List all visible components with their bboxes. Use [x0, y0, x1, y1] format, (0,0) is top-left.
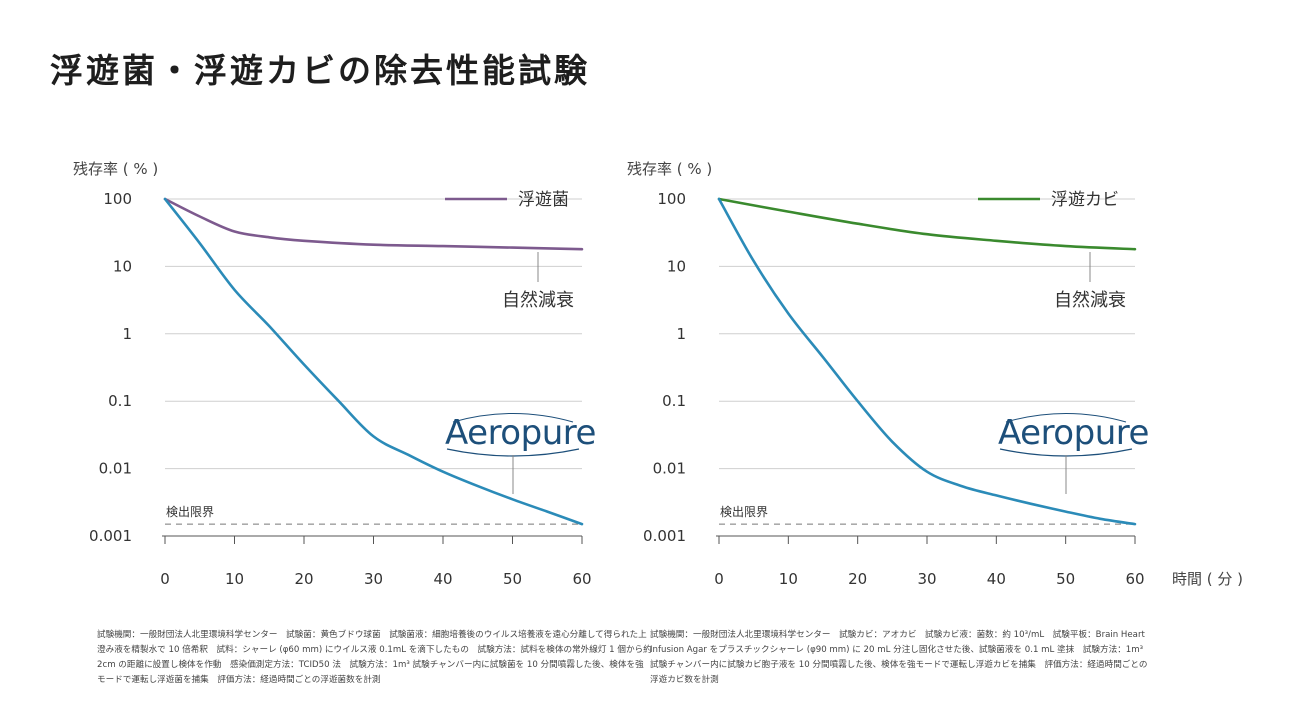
chart1-y-tick-label: 10 [113, 257, 132, 275]
chart1-brand-swoosh-top [452, 413, 574, 423]
chart1-x-tick-label: 50 [503, 570, 522, 588]
chart2-y-tick-label: 10 [667, 257, 686, 275]
chart2-y-tick-label: 0.01 [653, 460, 686, 478]
chart1-y-tick-label: 100 [103, 190, 132, 208]
chart1-x-tick-label: 60 [572, 570, 591, 588]
chart2-x-tick-label: 50 [1056, 570, 1075, 588]
chart2-legend-label: 浮遊カビ [1051, 190, 1119, 210]
chart2-x-tick-label: 60 [1125, 570, 1144, 588]
chart1-x-tick-label: 10 [225, 570, 244, 588]
chart1-brand-label: Aeropure [445, 413, 596, 453]
chart1-series-line-1 [163, 197, 584, 251]
chart2-y-axis-label: 残存率 ( % ) [627, 160, 712, 178]
chart2-y-tick-label: 1 [676, 325, 686, 343]
chart1-detection-limit-label: 検出限界 [166, 505, 214, 519]
chart1-x-tick-label: 20 [294, 570, 313, 588]
chart2-brand-label: Aeropure [998, 413, 1149, 453]
chart2-series-line-2 [717, 197, 1137, 526]
chart2-series-line-1 [717, 197, 1137, 251]
chart2-x-axis-label: 時間 ( 分 ) [1172, 570, 1243, 588]
chart1-legend-label: 浮遊菌 [518, 190, 569, 210]
chart2-detection-limit-label: 検出限界 [720, 505, 768, 519]
chart1-x-tick-label: 30 [364, 570, 383, 588]
chart1-y-axis-label: 残存率 ( % ) [73, 160, 158, 178]
chart1-x-tick-label: 0 [160, 570, 170, 588]
chart1-y-tick-label: 0.01 [99, 460, 132, 478]
chart2-x-tick-label: 30 [917, 570, 936, 588]
chart2-x-tick-label: 40 [987, 570, 1006, 588]
footnote-right: 試験機関：一般財団法人北里環境科学センター 試験カビ：アオカビ 試験カビ液：菌数… [650, 630, 1148, 685]
chart1-y-tick-label: 1 [122, 325, 132, 343]
page-title: 浮遊菌・浮遊カビの除去性能試験 [50, 51, 590, 90]
footnote-left: 試験機関：一般財団法人北里環境科学センター 試験菌：黄色ブドウ球菌 試験菌液：細… [97, 630, 652, 685]
chart2-y-tick-label: 0.001 [643, 527, 686, 545]
chart2-brand-swoosh-top [1005, 413, 1127, 423]
chart2-y-tick-label: 0.1 [662, 392, 686, 410]
chart1-x-tick-label: 40 [433, 570, 452, 588]
chart2-y-tick-label: 100 [657, 190, 686, 208]
chart2-natural-decay-label: 自然減衰 [1054, 290, 1126, 311]
chart1-y-tick-label: 0.001 [89, 527, 132, 545]
chart2-x-tick-label: 0 [714, 570, 724, 588]
chart1-natural-decay-label: 自然減衰 [502, 290, 574, 311]
chart2-x-tick-label: 10 [779, 570, 798, 588]
chart2-x-tick-label: 20 [848, 570, 867, 588]
chart1-series-line-2 [163, 197, 584, 526]
chart1-y-tick-label: 0.1 [108, 392, 132, 410]
